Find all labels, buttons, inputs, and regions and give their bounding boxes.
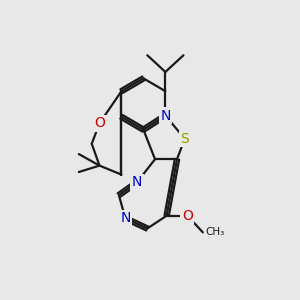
Text: S: S — [180, 132, 189, 146]
Text: N: N — [160, 109, 171, 123]
Text: CH₃: CH₃ — [205, 227, 224, 237]
Text: N: N — [132, 175, 142, 189]
Text: O: O — [94, 116, 105, 130]
Text: N: N — [120, 211, 130, 225]
Text: O: O — [182, 209, 193, 223]
